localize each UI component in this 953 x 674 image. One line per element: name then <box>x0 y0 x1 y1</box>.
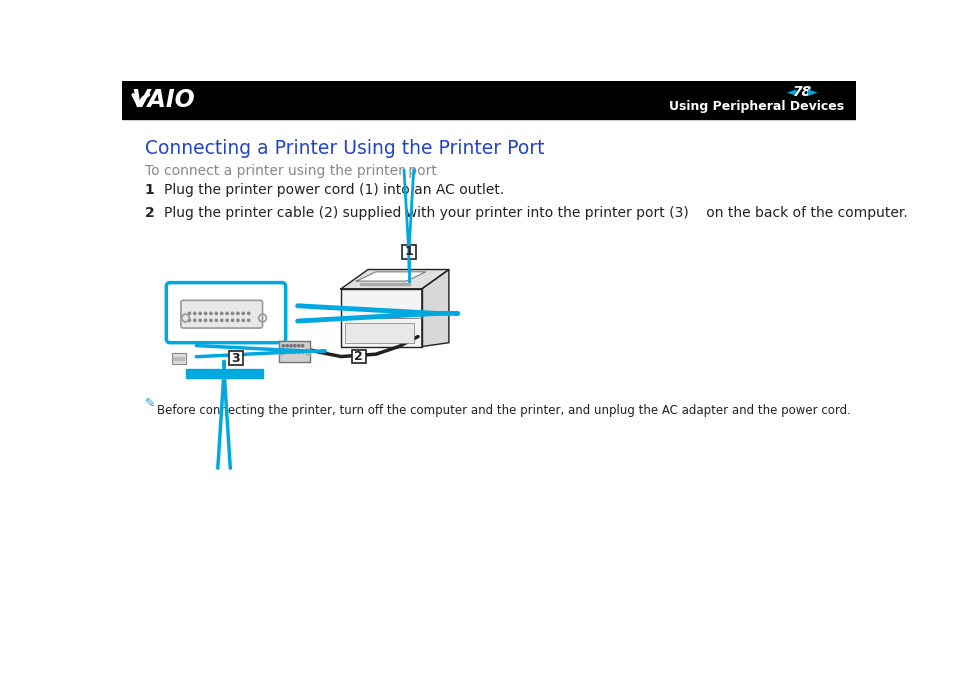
Circle shape <box>232 319 233 321</box>
Circle shape <box>193 319 195 321</box>
Circle shape <box>220 319 223 321</box>
Circle shape <box>286 344 288 347</box>
Text: ►: ► <box>807 86 817 99</box>
Circle shape <box>247 312 250 315</box>
Circle shape <box>305 349 311 355</box>
Text: 78: 78 <box>792 86 811 100</box>
Circle shape <box>282 350 284 353</box>
Circle shape <box>290 350 292 353</box>
Circle shape <box>236 319 239 321</box>
Polygon shape <box>279 341 310 362</box>
Text: Plug the printer power cord (1) into an AC outlet.: Plug the printer power cord (1) into an … <box>164 183 504 197</box>
Polygon shape <box>356 272 425 281</box>
Bar <box>345 324 414 342</box>
Polygon shape <box>421 270 449 346</box>
Text: Using Peripheral Devices: Using Peripheral Devices <box>668 100 843 113</box>
Circle shape <box>215 312 217 315</box>
Circle shape <box>199 319 201 321</box>
Circle shape <box>188 319 191 321</box>
Text: 1: 1 <box>404 245 413 258</box>
FancyBboxPatch shape <box>401 245 416 259</box>
Circle shape <box>242 319 244 321</box>
Circle shape <box>215 319 217 321</box>
Circle shape <box>226 319 228 321</box>
Circle shape <box>210 312 212 315</box>
Circle shape <box>232 312 233 315</box>
Text: ◄: ◄ <box>786 86 796 99</box>
Circle shape <box>226 312 228 315</box>
Circle shape <box>297 350 299 353</box>
FancyBboxPatch shape <box>352 350 365 363</box>
Text: 3: 3 <box>231 352 239 365</box>
Text: VAIO: VAIO <box>131 88 194 112</box>
Text: 2: 2 <box>355 350 363 363</box>
Text: 1: 1 <box>145 183 154 197</box>
Bar <box>173 357 184 360</box>
Circle shape <box>199 312 201 315</box>
Circle shape <box>204 312 207 315</box>
Bar <box>172 353 185 364</box>
Circle shape <box>247 319 250 321</box>
Circle shape <box>204 319 207 321</box>
Circle shape <box>242 312 244 315</box>
FancyBboxPatch shape <box>181 301 262 328</box>
Polygon shape <box>341 288 421 346</box>
Circle shape <box>301 344 303 347</box>
Text: 2: 2 <box>145 206 154 220</box>
Circle shape <box>210 319 212 321</box>
Circle shape <box>301 350 303 353</box>
Bar <box>121 81 856 119</box>
Text: Before connecting the printer, turn off the computer and the printer, and unplug: Before connecting the printer, turn off … <box>157 404 850 417</box>
Circle shape <box>282 344 284 347</box>
FancyBboxPatch shape <box>229 351 242 365</box>
Circle shape <box>294 344 295 347</box>
Circle shape <box>278 349 285 355</box>
Circle shape <box>188 312 191 315</box>
Circle shape <box>286 350 288 353</box>
Polygon shape <box>360 282 410 285</box>
Polygon shape <box>341 270 449 288</box>
Circle shape <box>236 312 239 315</box>
FancyBboxPatch shape <box>166 282 285 342</box>
Circle shape <box>297 344 299 347</box>
Text: Plug the printer cable (2) supplied with your printer into the printer port (3) : Plug the printer cable (2) supplied with… <box>164 206 907 220</box>
Circle shape <box>193 312 195 315</box>
Text: To connect a printer using the printer port: To connect a printer using the printer p… <box>145 164 436 178</box>
Circle shape <box>290 344 292 347</box>
Text: Connecting a Printer Using the Printer Port: Connecting a Printer Using the Printer P… <box>145 139 543 158</box>
Bar <box>185 369 262 378</box>
Text: ✎: ✎ <box>145 396 155 410</box>
Circle shape <box>220 312 223 315</box>
Circle shape <box>294 350 295 353</box>
